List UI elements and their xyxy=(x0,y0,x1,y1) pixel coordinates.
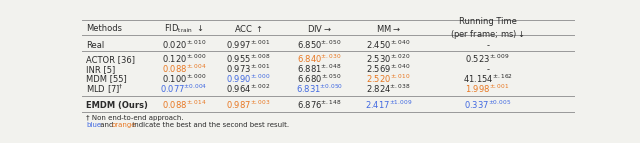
Text: 0.964$^{\pm.002}$: 0.964$^{\pm.002}$ xyxy=(227,83,271,95)
Text: Real: Real xyxy=(86,41,104,50)
Text: 0.973$^{\pm.001}$: 0.973$^{\pm.001}$ xyxy=(227,63,271,75)
Text: 2.530$^{\pm.020}$: 2.530$^{\pm.020}$ xyxy=(366,53,411,65)
Text: 2.450$^{\pm.040}$: 2.450$^{\pm.040}$ xyxy=(366,39,411,51)
Text: 0.997$^{\pm.001}$: 0.997$^{\pm.001}$ xyxy=(227,39,271,51)
Text: 1.998$^{\pm.001}$: 1.998$^{\pm.001}$ xyxy=(465,83,510,95)
Text: INR [5]: INR [5] xyxy=(86,65,115,74)
Text: 2.520$^{\pm.010}$: 2.520$^{\pm.010}$ xyxy=(366,73,411,85)
Text: 0.337$^{\pm0.005}$: 0.337$^{\pm0.005}$ xyxy=(464,99,511,111)
Text: 6.680$^{\pm.050}$: 6.680$^{\pm.050}$ xyxy=(297,73,342,85)
Text: ACTOR [36]: ACTOR [36] xyxy=(86,55,135,64)
Text: 0.990$^{\pm.000}$: 0.990$^{\pm.000}$ xyxy=(227,73,271,85)
Text: EMDM (Ours): EMDM (Ours) xyxy=(86,101,148,110)
Text: 6.831$^{\pm0.050}$: 6.831$^{\pm0.050}$ xyxy=(296,83,342,95)
Text: 6.850$^{\pm.050}$: 6.850$^{\pm.050}$ xyxy=(297,39,341,51)
Text: 0.523$^{\pm.009}$: 0.523$^{\pm.009}$ xyxy=(465,53,510,65)
Text: Running Time
(per frame; ms)$\downarrow$: Running Time (per frame; ms)$\downarrow$ xyxy=(451,17,525,41)
Text: 2.824$^{\pm.038}$: 2.824$^{\pm.038}$ xyxy=(366,83,411,95)
Text: -: - xyxy=(486,41,489,50)
Text: ACC $\uparrow$: ACC $\uparrow$ xyxy=(234,23,263,34)
Text: MM$\rightarrow$: MM$\rightarrow$ xyxy=(376,23,401,34)
Text: Methods: Methods xyxy=(86,24,122,33)
Text: FID$_{\mathrm{train}}$ $\downarrow$: FID$_{\mathrm{train}}$ $\downarrow$ xyxy=(164,22,204,35)
Text: 6.840$^{\pm.030}$: 6.840$^{\pm.030}$ xyxy=(297,53,341,65)
Text: 0.077$^{\pm0.004}$: 0.077$^{\pm0.004}$ xyxy=(161,83,208,95)
Text: 0.100$^{\pm.000}$: 0.100$^{\pm.000}$ xyxy=(162,73,207,85)
Text: 6.876$^{\pm.148}$: 6.876$^{\pm.148}$ xyxy=(297,99,341,111)
Text: 0.120$^{\pm.000}$: 0.120$^{\pm.000}$ xyxy=(162,53,207,65)
Text: MLD [7]$^{\dagger}$: MLD [7]$^{\dagger}$ xyxy=(86,82,124,96)
Text: † Non end-to-end approach.: † Non end-to-end approach. xyxy=(86,115,184,121)
Text: 41.154$^{\pm.162}$: 41.154$^{\pm.162}$ xyxy=(463,73,513,85)
Text: -: - xyxy=(486,65,489,74)
Text: MDM [55]: MDM [55] xyxy=(86,75,127,84)
Text: 0.955$^{\pm.008}$: 0.955$^{\pm.008}$ xyxy=(227,53,271,65)
Text: 0.987$^{\pm.003}$: 0.987$^{\pm.003}$ xyxy=(227,99,271,111)
Text: and: and xyxy=(98,122,115,128)
Text: 0.088$^{\pm.004}$: 0.088$^{\pm.004}$ xyxy=(162,63,207,75)
Text: 2.569$^{\pm.040}$: 2.569$^{\pm.040}$ xyxy=(366,63,411,75)
Text: 2.417$^{\pm1.009}$: 2.417$^{\pm1.009}$ xyxy=(365,99,412,111)
Text: 0.088$^{\pm.014}$: 0.088$^{\pm.014}$ xyxy=(162,99,207,111)
Text: DIV$\rightarrow$: DIV$\rightarrow$ xyxy=(307,23,332,34)
Text: orange: orange xyxy=(111,122,136,128)
Text: indicate the best and the second best result.: indicate the best and the second best re… xyxy=(131,122,289,128)
Text: blue: blue xyxy=(86,122,101,128)
Text: 6.881$^{\pm.048}$: 6.881$^{\pm.048}$ xyxy=(297,63,341,75)
Text: 0.020$^{\pm.010}$: 0.020$^{\pm.010}$ xyxy=(162,39,207,51)
